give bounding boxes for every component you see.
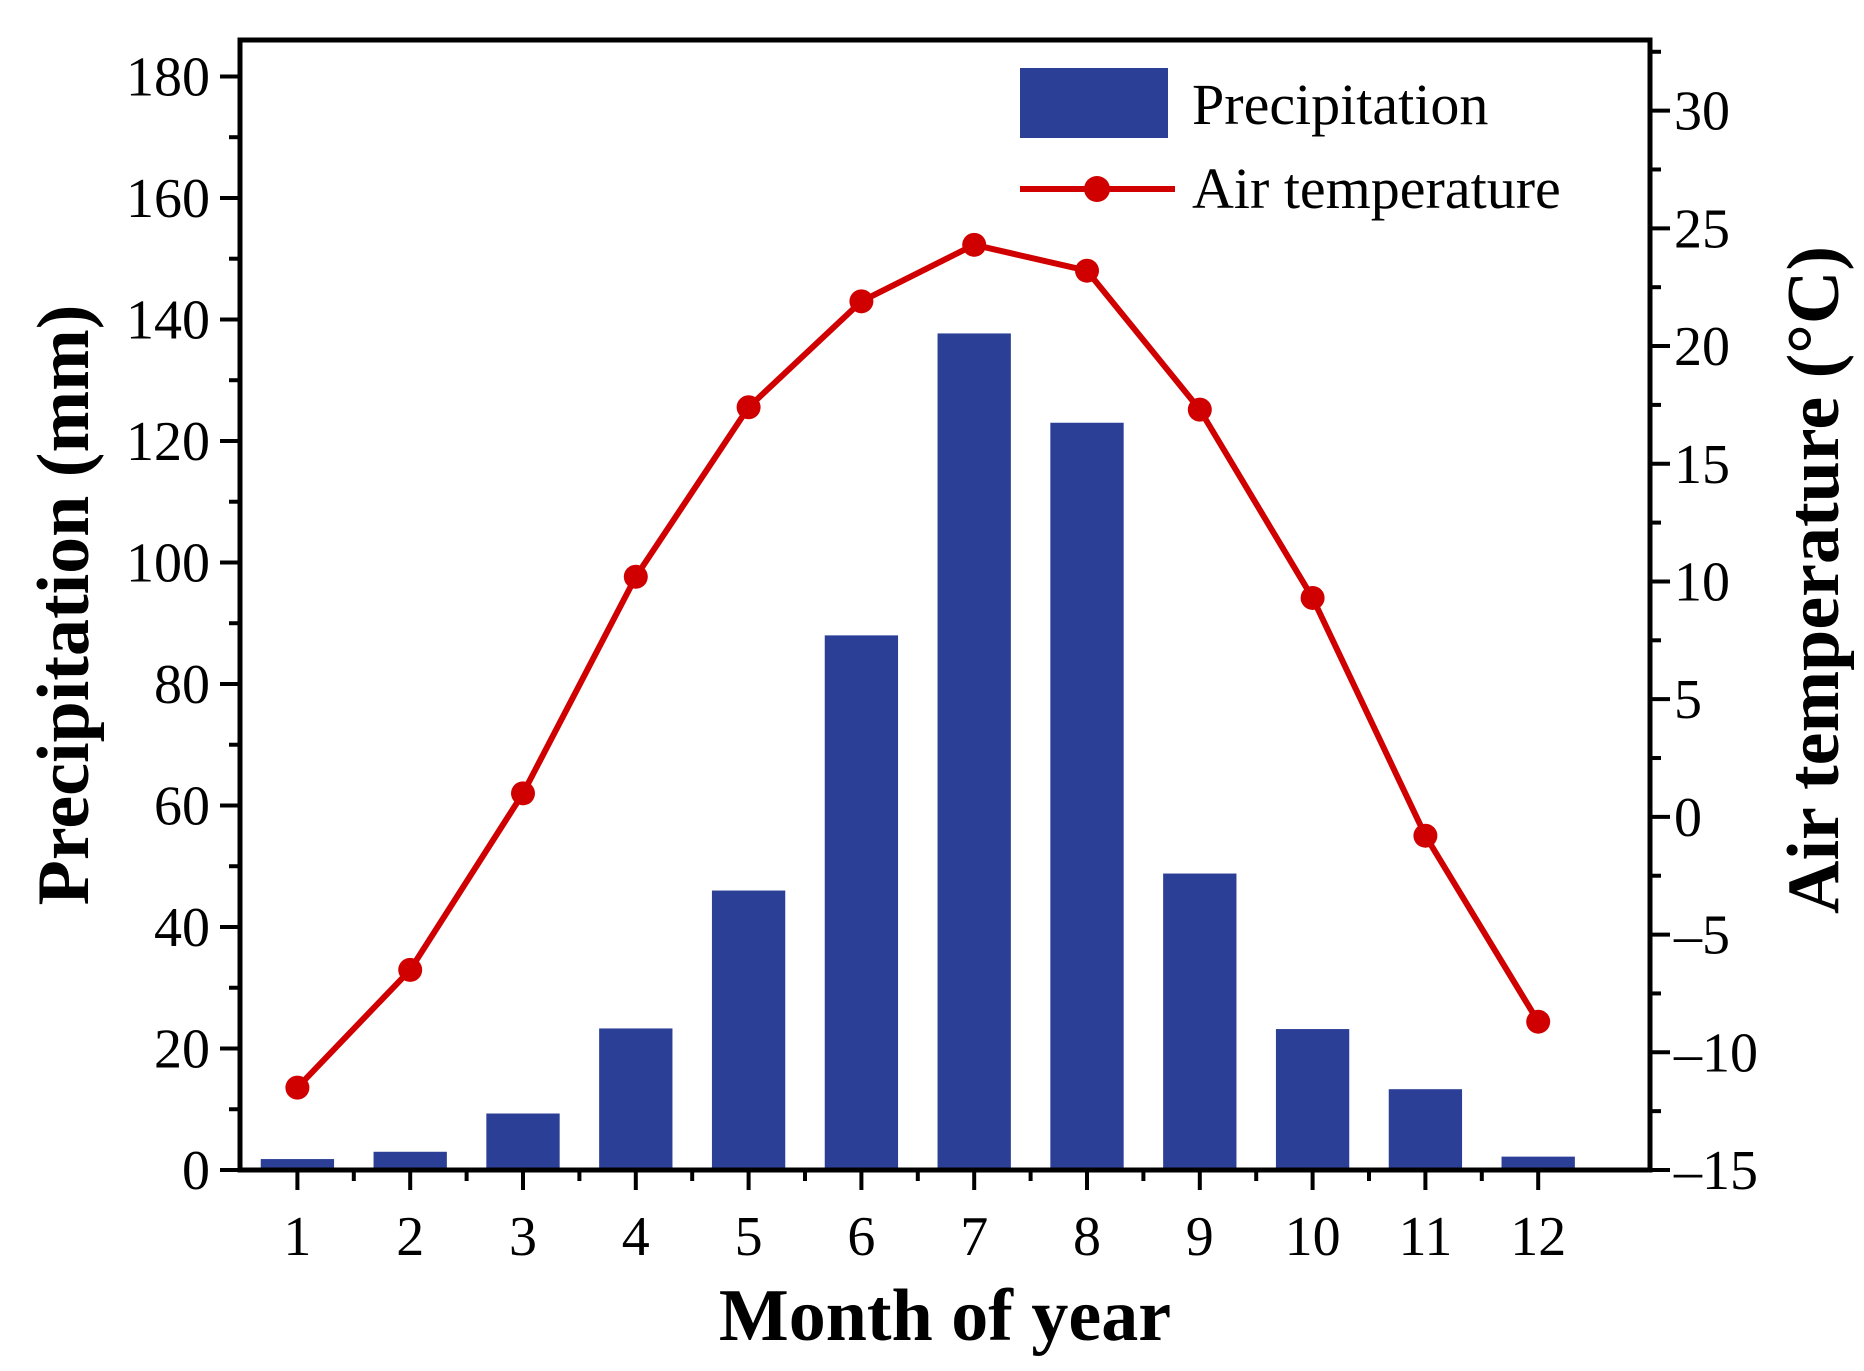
- precipitation-bar-month-1: [260, 1159, 335, 1170]
- precipitation-bar-month-6: [824, 635, 899, 1170]
- right-tick-label-0: 0: [1674, 787, 1702, 849]
- x-tick-label-5: 5: [735, 1206, 763, 1268]
- precipitation-bar-month-9: [1163, 873, 1237, 1170]
- x-tick-label-3: 3: [509, 1206, 537, 1268]
- air-temperature-point-month-5: [736, 395, 761, 420]
- air-temperature-point-month-4: [623, 564, 648, 589]
- left-tick-label-140: 140: [126, 289, 210, 351]
- air-temperature-point-month-7: [962, 232, 987, 257]
- ticks-layer: [220, 49, 1670, 1190]
- x-tick-label-12: 12: [1510, 1206, 1566, 1268]
- air-temperature-point-month-11: [1413, 823, 1438, 848]
- tick-labels-layer: 020406080100120140160180–15–10–505101520…: [126, 46, 1758, 1268]
- air-temperature-point-month-2: [398, 957, 423, 982]
- precipitation-bar-month-7: [937, 333, 1011, 1170]
- x-tick-label-8: 8: [1073, 1206, 1101, 1268]
- right-tick-label-10: 10: [1674, 551, 1730, 613]
- right-tick-label--10: –10: [1673, 1022, 1758, 1084]
- precipitation-bar-month-3: [486, 1113, 560, 1170]
- left-tick-label-0: 0: [182, 1140, 210, 1202]
- air-temperature-point-month-9: [1187, 397, 1212, 422]
- precipitation-bar-month-12: [1501, 1156, 1575, 1170]
- left-axis-title: Precipitation (mm): [23, 305, 105, 906]
- precipitation-bar-month-10: [1275, 1029, 1350, 1170]
- legend: Precipitation Air temperature: [1020, 68, 1561, 221]
- x-tick-label-2: 2: [396, 1206, 424, 1268]
- right-tick-label-25: 25: [1674, 198, 1730, 260]
- x-tick-label-6: 6: [847, 1206, 875, 1268]
- air-temperature-point-month-8: [1075, 258, 1099, 283]
- air-temperature-line: [295, 241, 1541, 1090]
- legend-air-temperature-marker: [1084, 176, 1110, 202]
- air-temperature-point-month-6: [849, 289, 874, 314]
- right-tick-label-5: 5: [1674, 669, 1702, 731]
- bars-layer: [260, 333, 1575, 1170]
- left-tick-label-80: 80: [154, 654, 210, 716]
- right-tick-label--15: –15: [1673, 1140, 1758, 1202]
- legend-precipitation-label: Precipitation: [1192, 72, 1488, 137]
- x-tick-label-4: 4: [622, 1206, 650, 1268]
- right-tick-label--5: –5: [1673, 905, 1730, 967]
- x-tick-label-1: 1: [283, 1206, 311, 1268]
- x-tick-label-10: 10: [1285, 1206, 1341, 1268]
- left-tick-label-40: 40: [154, 897, 210, 959]
- left-tick-label-100: 100: [126, 532, 210, 594]
- right-tick-label-20: 20: [1674, 316, 1730, 378]
- x-tick-label-11: 11: [1398, 1206, 1452, 1268]
- air-temperature-point-month-3: [511, 781, 535, 806]
- line-layer: [285, 232, 1551, 1100]
- precipitation-bar-month-4: [599, 1028, 673, 1170]
- air-temperature-point-month-12: [1526, 1009, 1551, 1034]
- plot-frame: [237, 37, 1653, 1173]
- left-tick-label-160: 160: [126, 168, 210, 230]
- right-tick-label-15: 15: [1674, 434, 1730, 496]
- left-tick-label-120: 120: [126, 411, 210, 473]
- x-axis-title: Month of year: [719, 1275, 1171, 1357]
- left-tick-label-60: 60: [154, 775, 210, 837]
- precipitation-bar-month-2: [373, 1151, 447, 1170]
- left-tick-label-20: 20: [154, 1018, 210, 1080]
- precipitation-bar-month-11: [1388, 1089, 1463, 1170]
- precipitation-bar-month-5: [711, 890, 786, 1170]
- x-tick-label-9: 9: [1186, 1206, 1214, 1268]
- precipitation-bar-month-8: [1050, 422, 1124, 1170]
- air-temperature-point-month-10: [1300, 585, 1325, 610]
- x-tick-label-7: 7: [960, 1206, 988, 1268]
- right-axis-title: Air temperature (°C): [1773, 246, 1855, 914]
- right-tick-label-30: 30: [1674, 81, 1730, 143]
- left-tick-label-180: 180: [126, 46, 210, 108]
- legend-precipitation-swatch: [1020, 68, 1168, 138]
- legend-air-temperature-label: Air temperature: [1192, 156, 1561, 221]
- air-temperature-point-month-1: [285, 1075, 310, 1100]
